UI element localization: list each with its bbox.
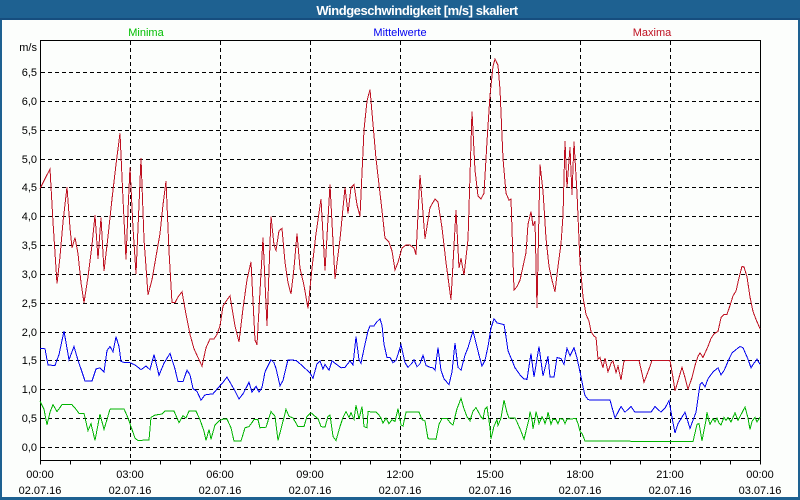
svg-text:5,0: 5,0 xyxy=(22,154,37,166)
svg-text:02.07.16: 02.07.16 xyxy=(109,485,152,497)
svg-text:2,0: 2,0 xyxy=(22,327,37,339)
svg-text:02.07.16: 02.07.16 xyxy=(199,485,242,497)
svg-text:21:00: 21:00 xyxy=(656,469,684,481)
svg-text:6,5: 6,5 xyxy=(22,67,37,79)
svg-text:02.07.16: 02.07.16 xyxy=(559,485,602,497)
svg-text:Mittelwerte: Mittelwerte xyxy=(373,27,426,39)
svg-text:02.07.16: 02.07.16 xyxy=(379,485,422,497)
svg-text:18:00: 18:00 xyxy=(566,469,594,481)
svg-text:00:00: 00:00 xyxy=(746,469,774,481)
svg-text:1,0: 1,0 xyxy=(22,384,37,396)
svg-text:Minima: Minima xyxy=(128,27,164,39)
svg-text:03:00: 03:00 xyxy=(116,469,144,481)
svg-text:3,5: 3,5 xyxy=(22,240,37,252)
svg-text:4,0: 4,0 xyxy=(22,211,37,223)
svg-text:09:00: 09:00 xyxy=(296,469,324,481)
svg-text:02.07.16: 02.07.16 xyxy=(649,485,692,497)
svg-text:2,5: 2,5 xyxy=(22,298,37,310)
svg-text:12:00: 12:00 xyxy=(386,469,414,481)
svg-text:m/s: m/s xyxy=(19,42,37,54)
svg-text:03.07.16: 03.07.16 xyxy=(739,485,782,497)
svg-text:15:00: 15:00 xyxy=(476,469,504,481)
svg-text:6,0: 6,0 xyxy=(22,96,37,108)
svg-text:02.07.16: 02.07.16 xyxy=(19,485,62,497)
svg-text:02.07.16: 02.07.16 xyxy=(469,485,512,497)
svg-text:02.07.16: 02.07.16 xyxy=(289,485,332,497)
svg-text:4,5: 4,5 xyxy=(22,182,37,194)
svg-text:0,5: 0,5 xyxy=(22,413,37,425)
svg-text:0,0: 0,0 xyxy=(22,442,37,454)
svg-text:3,0: 3,0 xyxy=(22,269,37,281)
svg-text:5,5: 5,5 xyxy=(22,125,37,137)
svg-text:Maxima: Maxima xyxy=(633,27,672,39)
svg-text:06:00: 06:00 xyxy=(206,469,234,481)
svg-text:1,5: 1,5 xyxy=(22,355,37,367)
svg-text:00:00: 00:00 xyxy=(26,469,54,481)
